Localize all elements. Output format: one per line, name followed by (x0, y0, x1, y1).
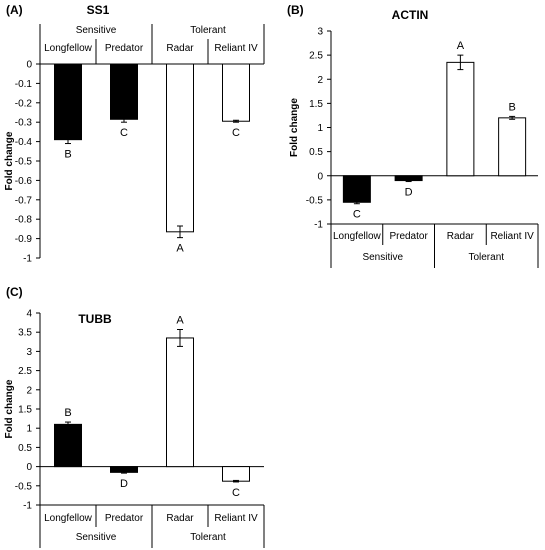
significance-letter: D (120, 478, 128, 490)
y-tick-label: 0 (26, 60, 32, 71)
significance-letter: A (457, 40, 465, 52)
bar (166, 337, 194, 468)
bar (166, 63, 194, 233)
y-tick-label: -0.5 (15, 157, 33, 168)
bar (222, 466, 250, 482)
group-label: Tolerant (190, 532, 226, 543)
bar (54, 423, 82, 468)
y-tick-label: 1.5 (18, 405, 32, 416)
chart-title: SS1 (87, 3, 110, 17)
y-tick-label: -0.9 (15, 234, 33, 245)
panel-label: (B) (287, 3, 304, 17)
y-tick-label: 2 (317, 75, 323, 86)
y-tick-label: 2 (26, 385, 32, 396)
category-label: Predator (389, 231, 428, 242)
y-tick-label: -0.1 (15, 79, 33, 90)
category-label: Longfellow (44, 43, 93, 54)
panel-c-tubb: (C) TUBB Fold change 4 3.5 3 2.5 2 1.5 1 0.5 0 -0.5 -… (4, 285, 265, 548)
significance-letter: C (232, 127, 240, 139)
y-tick-label: -1 (23, 254, 32, 265)
panel-b-actin: (B) ACTIN Fold change 3 2.5 2 1.5 1 0.5 0 -0.5 -1 Se… (287, 3, 539, 268)
y-tick-label: 1 (26, 424, 32, 435)
group-label: Tolerant (468, 252, 504, 263)
bar (446, 61, 475, 177)
category-label: Predator (105, 43, 144, 54)
y-tick-label: 0 (317, 171, 323, 182)
bar (110, 63, 138, 120)
significance-letter: C (232, 487, 240, 499)
significance-letter: D (405, 187, 413, 199)
category-label: Predator (105, 513, 144, 524)
bar (54, 63, 82, 141)
y-tick-label: 3.5 (18, 328, 32, 339)
y-tick-label: -0.6 (15, 176, 33, 187)
y-axis-label: Fold change (4, 379, 15, 438)
category-label: Reliant IV (490, 231, 534, 242)
category-label: Reliant IV (214, 513, 258, 524)
category-label: Radar (447, 231, 475, 242)
panel-label: (C) (6, 285, 23, 299)
group-label: Tolerant (190, 25, 226, 36)
y-tick-label: -1 (314, 220, 323, 231)
significance-letter: B (64, 407, 71, 419)
y-tick-label: 1.5 (309, 99, 323, 110)
significance-letter: B (64, 149, 71, 161)
bar (498, 117, 527, 177)
category-label: Radar (166, 513, 194, 524)
group-label: Sensitive (362, 252, 403, 263)
y-tick-label: -0.5 (306, 195, 324, 206)
y-tick-label: 0.5 (309, 147, 323, 158)
y-tick-label: -0.3 (15, 118, 33, 129)
significance-letter: A (176, 315, 184, 327)
y-axis-label: Fold change (4, 131, 15, 190)
y-tick-label: -1 (23, 501, 32, 512)
y-tick-label: -0.4 (15, 137, 33, 148)
y-tick-label: -0.5 (15, 481, 33, 492)
group-label: Sensitive (76, 25, 117, 36)
bar (222, 63, 250, 122)
category-label: Longfellow (44, 513, 93, 524)
y-axis-label: Fold change (289, 98, 300, 157)
y-tick-label: 4 (26, 309, 32, 320)
significance-letter: C (120, 127, 128, 139)
chart-title: ACTIN (392, 8, 429, 22)
bar (342, 175, 371, 203)
category-label: Longfellow (333, 231, 382, 242)
significance-letter: A (176, 243, 184, 255)
significance-letter: C (353, 209, 361, 221)
group-label: Sensitive (76, 532, 117, 543)
category-label: Radar (166, 43, 194, 54)
y-tick-label: 3 (317, 27, 323, 38)
significance-letter: B (508, 101, 515, 113)
category-label: Reliant IV (214, 43, 258, 54)
y-tick-label: 2.5 (18, 366, 32, 377)
panel-label: (A) (6, 3, 23, 17)
y-tick-label: 0 (26, 462, 32, 473)
y-tick-label: -0.2 (15, 98, 33, 109)
chart-title: TUBB (78, 312, 112, 326)
y-tick-label: 3 (26, 347, 32, 358)
y-tick-label: 1 (317, 123, 323, 134)
y-tick-label: 2.5 (309, 51, 323, 62)
y-tick-label: 0.5 (18, 443, 32, 454)
y-tick-label: -0.8 (15, 215, 33, 226)
y-tick-label: -0.7 (15, 195, 33, 206)
panel-a-ss1: (A) SS1 Fold change 0 -0.1 -0.2 -0.3 -0.4 -0.5 -0… (4, 3, 265, 265)
